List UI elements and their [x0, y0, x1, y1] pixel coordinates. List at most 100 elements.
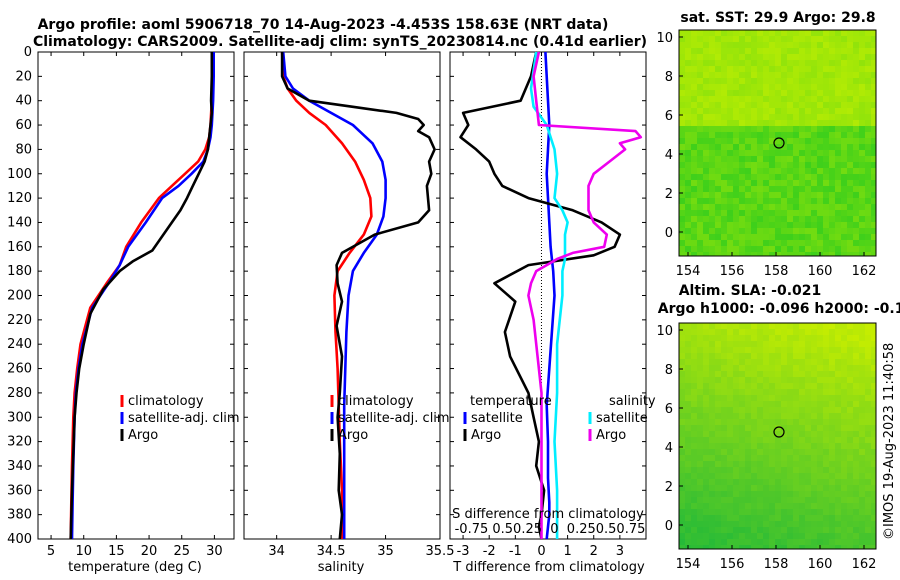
- map-cell: [805, 491, 811, 497]
- map-cell: [757, 383, 763, 389]
- map-cell: [757, 449, 763, 455]
- map-cell: [757, 539, 763, 545]
- map-cell: [763, 246, 769, 252]
- x-tick-label: 20: [141, 544, 158, 559]
- map-cell: [835, 204, 841, 210]
- map-cell: [745, 84, 751, 90]
- map-cell: [685, 389, 691, 395]
- map-cell: [703, 174, 709, 180]
- map-cell: [709, 371, 715, 377]
- map-cell: [805, 240, 811, 246]
- map-cell: [811, 491, 817, 497]
- map-cell: [679, 365, 685, 371]
- map-cell: [805, 509, 811, 515]
- map-cell: [685, 204, 691, 210]
- map-cell: [721, 150, 727, 156]
- map-cell: [703, 162, 709, 168]
- map-cell: [775, 108, 781, 114]
- legend-label-satellite: satellite-adj. clim: [128, 411, 240, 426]
- map-cell: [865, 102, 871, 108]
- map-cell: [745, 204, 751, 210]
- map-cell: [745, 120, 751, 126]
- map-cell: [751, 521, 757, 527]
- map-cell: [727, 96, 733, 102]
- map-cell: [751, 509, 757, 515]
- map-cell: [853, 36, 859, 42]
- map-cell: [727, 240, 733, 246]
- map-cell: [817, 246, 823, 252]
- map-cell: [847, 240, 853, 246]
- map-cell: [799, 413, 805, 419]
- map-cell: [805, 329, 811, 335]
- map-cell: [715, 521, 721, 527]
- map-cell: [715, 401, 721, 407]
- map-cell: [853, 114, 859, 120]
- map-cell: [757, 509, 763, 515]
- map-cell: [811, 198, 817, 204]
- map-cell: [835, 545, 841, 549]
- map-cell: [781, 84, 787, 90]
- map-cell: [847, 42, 853, 48]
- depth-tick-label: 240: [7, 337, 32, 352]
- map-cell: [799, 114, 805, 120]
- map-cell: [769, 347, 775, 353]
- map-cell: [793, 545, 799, 549]
- map-cell: [721, 365, 727, 371]
- map-cell: [763, 521, 769, 527]
- map-cell: [727, 347, 733, 353]
- map-cell: [727, 389, 733, 395]
- map-cell: [691, 383, 697, 389]
- map-cell: [805, 30, 811, 36]
- legend-label-climatology: climatology: [128, 394, 204, 409]
- map-cell: [769, 246, 775, 252]
- map-cell: [835, 60, 841, 66]
- map-cell: [781, 108, 787, 114]
- map-cell: [775, 78, 781, 84]
- map-cell: [823, 437, 829, 443]
- map-cell: [865, 461, 871, 467]
- map-cell: [775, 228, 781, 234]
- map-cell: [745, 449, 751, 455]
- map-cell: [805, 347, 811, 353]
- map-cell: [847, 443, 853, 449]
- map-cell: [757, 66, 763, 72]
- map-cell: [745, 90, 751, 96]
- map-cell: [835, 126, 841, 132]
- map-cell: [787, 341, 793, 347]
- map-cell: [691, 252, 697, 256]
- map-cell: [733, 174, 739, 180]
- map-cell: [697, 156, 703, 162]
- map-cell: [769, 329, 775, 335]
- map-cell: [823, 473, 829, 479]
- map-cell: [787, 192, 793, 198]
- map-cell: [781, 467, 787, 473]
- map-cell: [733, 252, 739, 256]
- map-cell: [697, 365, 703, 371]
- map-cell: [745, 168, 751, 174]
- map-cell: [823, 210, 829, 216]
- map-cell: [703, 30, 709, 36]
- map-cell: [787, 108, 793, 114]
- map-cell: [775, 419, 781, 425]
- map-cell: [841, 246, 847, 252]
- map-cell: [775, 413, 781, 419]
- map-cell: [817, 150, 823, 156]
- map-cell: [685, 174, 691, 180]
- map-cell: [757, 371, 763, 377]
- map-cell: [871, 42, 876, 48]
- map-cell: [781, 389, 787, 395]
- map-cell: [757, 234, 763, 240]
- map-cell: [739, 413, 745, 419]
- map-cell: [697, 246, 703, 252]
- map-cell: [817, 228, 823, 234]
- title-line-1: Argo profile: aoml 5906718_70 14-Aug-202…: [38, 17, 609, 33]
- map-cell: [859, 234, 865, 240]
- map-cell: [757, 108, 763, 114]
- map-cell: [805, 252, 811, 256]
- map-cell: [793, 479, 799, 485]
- map-cell: [709, 323, 715, 329]
- map-cell: [745, 228, 751, 234]
- map-cell: [799, 539, 805, 545]
- map-cell: [691, 48, 697, 54]
- map-cell: [727, 138, 733, 144]
